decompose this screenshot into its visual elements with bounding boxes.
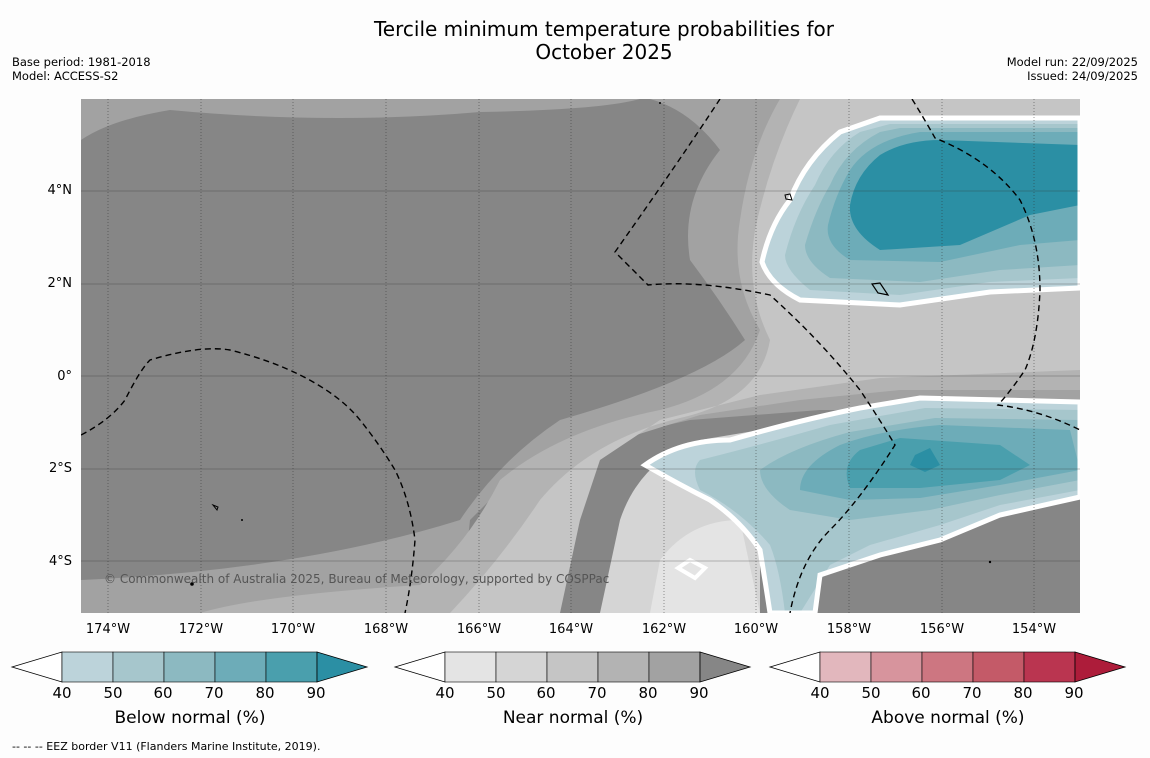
tick-label: 90 — [306, 684, 326, 702]
lon-label: 170°W — [270, 622, 316, 637]
colorbar-above-normal — [768, 651, 1127, 683]
tick-label: 40 — [810, 684, 830, 702]
colorbar-below-normal — [10, 651, 369, 683]
model-name: Model: ACCESS-S2 — [12, 69, 119, 83]
colorbar-segment — [597, 651, 650, 683]
colorbar-segment — [1023, 651, 1076, 683]
lat-label-4n: 4°N — [47, 183, 73, 198]
tick-label: 90 — [689, 684, 709, 702]
tick-label: 60 — [153, 684, 173, 702]
colorbar-segment — [444, 651, 497, 683]
tick-label: 50 — [103, 684, 123, 702]
below-normal-40-contour-south — [640, 395, 1080, 613]
colorbar-segment — [265, 651, 318, 683]
colorbar-extend-high — [1074, 651, 1127, 683]
lon-label: 164°W — [548, 622, 594, 637]
eez-border-east — [911, 99, 1080, 431]
eez-footnote: -- -- -- EEZ border V11 (Flanders Marine… — [12, 740, 321, 753]
colorbar-extend-high — [316, 651, 369, 683]
tick-label: 80 — [1013, 684, 1033, 702]
issued-date: Issued: 24/09/2025 — [1027, 69, 1138, 83]
lon-label: 162°W — [641, 622, 687, 637]
colorbar-segment — [972, 651, 1025, 683]
tick-label: 60 — [911, 684, 931, 702]
colorbar-segment — [819, 651, 872, 683]
lon-label: 160°W — [733, 622, 779, 637]
island-outline — [870, 282, 890, 296]
island-dot — [659, 102, 661, 104]
lon-label: 156°W — [919, 622, 965, 637]
island-outline — [784, 193, 793, 201]
colorbar-near-normal — [393, 651, 752, 683]
colorbar-label-near: Near normal (%) — [502, 708, 644, 728]
below-normal-40-contour-north — [759, 115, 1080, 308]
model-run: Model run: 22/09/2025 — [1006, 55, 1138, 69]
lat-label-2s: 2°S — [48, 461, 72, 476]
copyright-notice: © Commonwealth of Australia 2025, Bureau… — [104, 572, 610, 586]
map-title: Tercile minimum temperature probabilitie… — [0, 18, 1150, 64]
colorbar-segment — [163, 651, 216, 683]
colorbar-extend-low — [768, 651, 821, 683]
colorbar-label-above: Above normal (%) — [871, 708, 1025, 728]
lon-label: 158°W — [826, 622, 872, 637]
title-line-2: October 2025 — [535, 40, 673, 64]
tick-label: 50 — [486, 684, 506, 702]
tick-label: 50 — [861, 684, 881, 702]
tick-label: 80 — [255, 684, 275, 702]
meta-left: Base period: 1981-2018 Model: ACCESS-S2 — [12, 55, 151, 83]
colorbar-segment — [921, 651, 974, 683]
eez-border-west — [81, 348, 416, 613]
colorbar-segment — [112, 651, 165, 683]
lon-label: 172°W — [178, 622, 224, 637]
lon-label: 166°W — [456, 622, 502, 637]
lat-label-4s: 4°S — [48, 554, 72, 569]
lon-label: 174°W — [85, 622, 131, 637]
title-line-1: Tercile minimum temperature probabilitie… — [373, 17, 835, 41]
tick-label: 60 — [536, 684, 556, 702]
colorbar-segment — [648, 651, 701, 683]
base-period: Base period: 1981-2018 — [12, 55, 151, 69]
lat-label-2n: 2°N — [47, 276, 73, 291]
colorbar-extend-high — [699, 651, 752, 683]
probability-field — [81, 99, 1080, 613]
tick-label: 40 — [435, 684, 455, 702]
near-normal-80-region-nw — [81, 99, 640, 140]
lon-label: 168°W — [363, 622, 409, 637]
island-dot — [988, 560, 992, 564]
lat-label-0: 0° — [57, 369, 72, 384]
graticule — [81, 99, 1080, 613]
lon-label: 154°W — [1011, 622, 1057, 637]
colorbar-segment — [546, 651, 599, 683]
tick-label: 70 — [962, 684, 982, 702]
colorbar-segment — [495, 651, 548, 683]
tick-label: 40 — [52, 684, 72, 702]
tick-label: 80 — [638, 684, 658, 702]
colorbar-segment — [214, 651, 267, 683]
tick-label: 70 — [204, 684, 224, 702]
meta-right: Model run: 22/09/2025 Issued: 24/09/2025 — [1007, 55, 1138, 83]
colorbar-label-below: Below normal (%) — [114, 708, 266, 728]
colorbar-extend-low — [10, 651, 63, 683]
colorbar-extend-low — [393, 651, 446, 683]
below-normal-90-south — [910, 448, 940, 472]
below-normal-90-north — [849, 140, 1080, 250]
tick-label: 90 — [1064, 684, 1084, 702]
colorbar-segment — [870, 651, 923, 683]
colorbar-segment — [61, 651, 114, 683]
near-normal-patch — [674, 557, 709, 581]
eez-border-central — [614, 99, 896, 613]
island-dot — [190, 582, 194, 586]
island-dot — [241, 519, 243, 521]
island-outline — [211, 503, 219, 512]
tick-label: 70 — [587, 684, 607, 702]
